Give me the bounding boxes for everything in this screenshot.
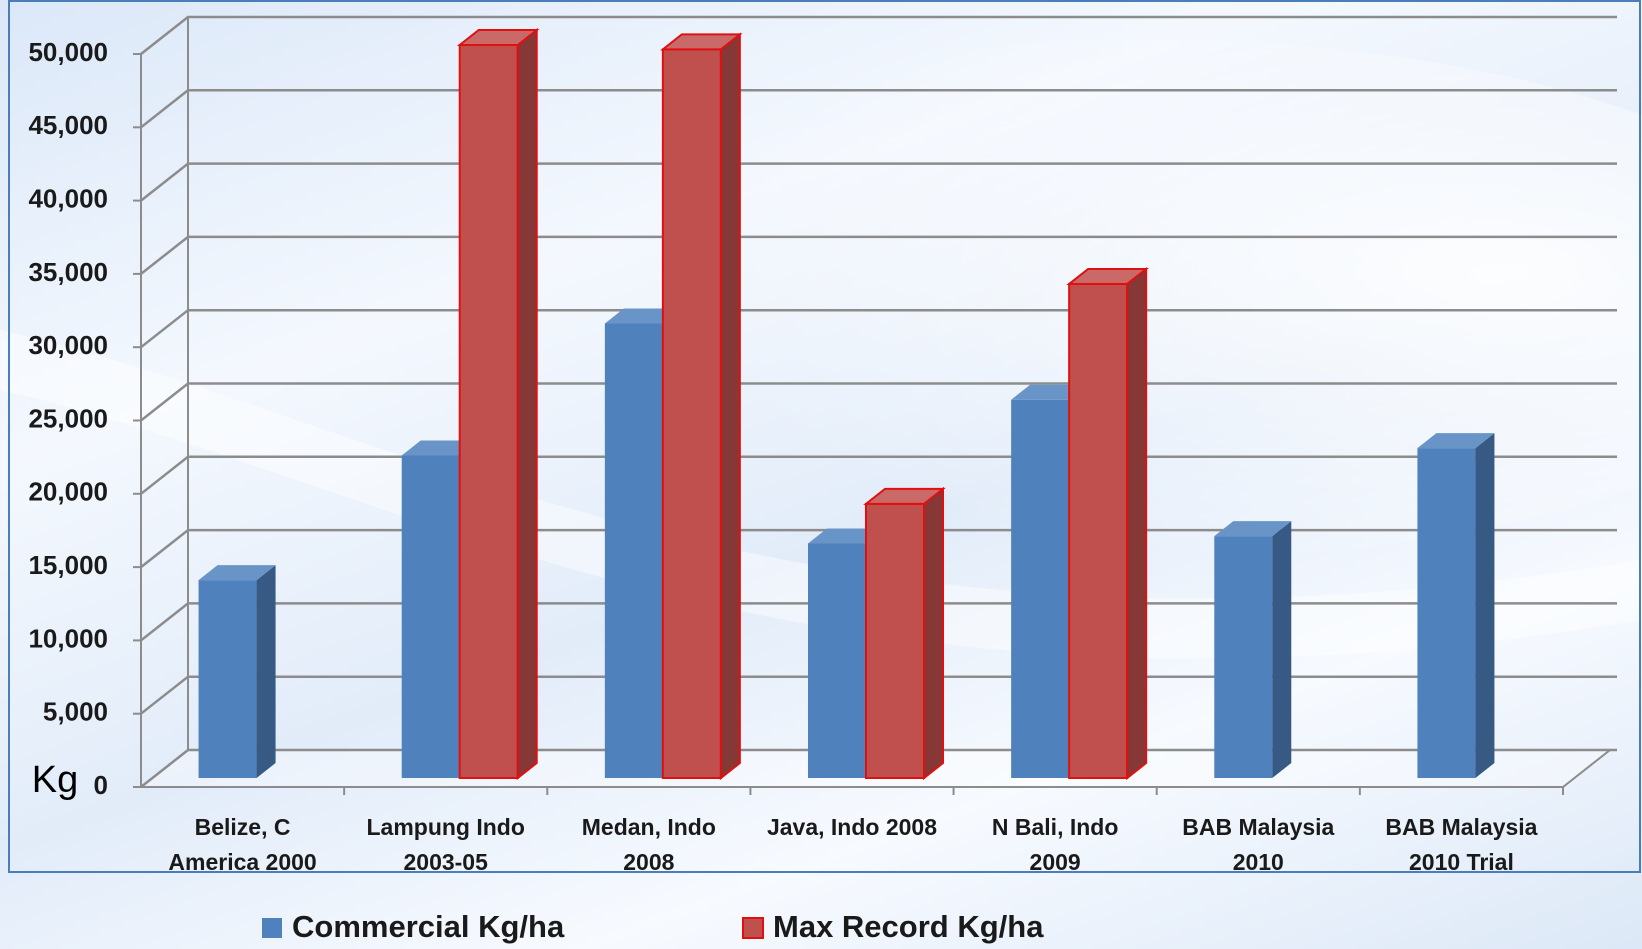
y-tick-label: 5,000 bbox=[43, 697, 108, 727]
bar-front bbox=[1068, 282, 1129, 779]
bar-top bbox=[1417, 433, 1495, 449]
bar bbox=[1214, 521, 1292, 778]
x-tick-label: BAB Malaysia 2010 Trial bbox=[1385, 814, 1538, 875]
bar-side bbox=[1126, 266, 1148, 781]
bar bbox=[1066, 266, 1150, 781]
bar-front bbox=[198, 580, 257, 778]
y-tick-label: 45,000 bbox=[28, 110, 108, 140]
x-tick-label: Belize, C America 2000 bbox=[168, 814, 317, 875]
bar-top bbox=[456, 29, 540, 46]
x-tick-label: Java, Indo 2008 bbox=[766, 814, 938, 840]
x-tick-label: N Bali, Indo 2009 bbox=[991, 814, 1119, 875]
background-swoosh bbox=[450, 40, 1642, 560]
grid-line bbox=[140, 15, 1617, 55]
bar-side bbox=[516, 27, 538, 781]
y-tick-label: 20,000 bbox=[28, 477, 108, 507]
plot-border bbox=[8, 0, 1641, 873]
legend-swatch bbox=[742, 917, 764, 939]
grid-line bbox=[140, 162, 1617, 202]
bar-top bbox=[659, 33, 743, 51]
bar-side bbox=[719, 32, 741, 781]
x-tick-label: Lampung Indo 2003-05 bbox=[366, 814, 525, 875]
y-tick-label: 35,000 bbox=[28, 257, 108, 287]
bar-front bbox=[401, 455, 460, 778]
bar-top bbox=[1066, 267, 1150, 285]
y-tick-label: 15,000 bbox=[28, 550, 108, 580]
y-tick-label: 25,000 bbox=[28, 403, 108, 433]
bar bbox=[659, 32, 743, 781]
y-tick-label: 30,000 bbox=[28, 330, 108, 360]
x-tick-label: Medan, Indo 2008 bbox=[581, 814, 716, 875]
bar-top bbox=[1214, 521, 1292, 537]
y-tick-label: 50,000 bbox=[28, 37, 108, 67]
bar-side bbox=[1475, 433, 1495, 778]
x-tick-label: BAB Malaysia 2010 bbox=[1182, 814, 1335, 875]
grid-line bbox=[140, 89, 1617, 129]
bar-top bbox=[863, 487, 946, 505]
bar-front bbox=[458, 44, 519, 779]
bar-front bbox=[1011, 399, 1070, 778]
legend-label: Max Record Kg/ha bbox=[773, 909, 1044, 944]
bar-side bbox=[1272, 521, 1292, 778]
y-tick-label: 40,000 bbox=[28, 183, 108, 213]
bar-front bbox=[604, 323, 663, 778]
bar-side bbox=[256, 565, 276, 778]
bar-front bbox=[1214, 536, 1273, 778]
legend-swatch bbox=[262, 918, 282, 938]
bar-top bbox=[198, 565, 276, 581]
bar-front bbox=[808, 543, 866, 778]
y-tick-label: 0 bbox=[94, 770, 108, 800]
y-axis-label: Kg bbox=[32, 759, 78, 801]
bar-side bbox=[923, 486, 944, 781]
legend-label: Commercial Kg/ha bbox=[292, 909, 565, 944]
bar bbox=[456, 27, 540, 781]
y-tick-label: 10,000 bbox=[28, 623, 108, 653]
bar bbox=[863, 486, 946, 781]
bar bbox=[1417, 433, 1495, 778]
grid-line bbox=[140, 235, 1617, 275]
bar-front bbox=[1417, 448, 1476, 778]
bar-front bbox=[865, 502, 925, 779]
bar bbox=[198, 565, 276, 778]
bar-front bbox=[661, 48, 722, 779]
